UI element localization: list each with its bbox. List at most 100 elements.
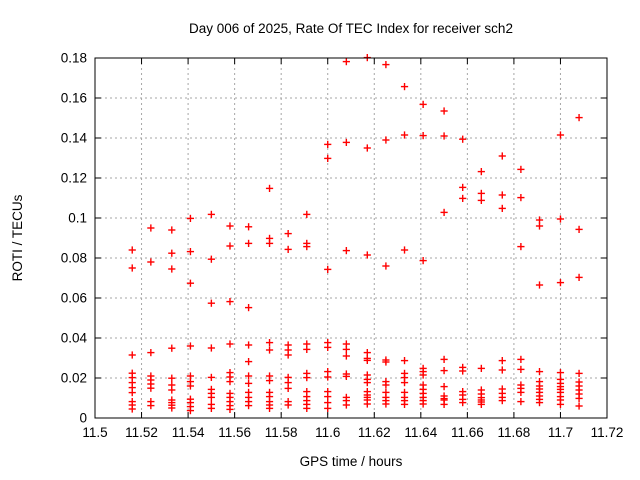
x-tick-label: 11.72 <box>591 425 624 440</box>
x-tick-label: 11.68 <box>498 425 531 440</box>
data-point <box>459 367 467 375</box>
data-point <box>245 341 253 349</box>
data-point <box>186 248 195 256</box>
data-point <box>324 373 332 381</box>
y-tick-label: 0.04 <box>61 331 88 346</box>
data-point <box>186 407 195 415</box>
x-tick-label: 11.7 <box>548 425 573 440</box>
y-tick-label: 0.12 <box>61 171 87 186</box>
data-point <box>440 400 448 408</box>
data-point <box>207 373 215 381</box>
data-point <box>207 299 215 307</box>
data-point <box>517 398 525 406</box>
data-point <box>535 281 544 289</box>
data-point <box>477 400 485 408</box>
data-point <box>535 368 544 376</box>
data-point <box>226 298 234 306</box>
data-point <box>245 304 253 312</box>
y-tick-label: 0.16 <box>61 91 87 106</box>
data-point <box>440 208 448 216</box>
x-tick-label: 11.64 <box>404 425 437 440</box>
data-point <box>498 204 506 212</box>
data-point <box>324 343 332 351</box>
data-point <box>419 132 427 140</box>
data-point <box>477 189 485 197</box>
data-point <box>168 226 176 234</box>
data-point <box>303 404 311 412</box>
data-point <box>535 399 544 407</box>
data-point <box>363 400 371 408</box>
data-point <box>556 279 565 287</box>
data-point <box>128 389 136 397</box>
data-point <box>342 372 350 380</box>
data-point <box>477 196 485 204</box>
data-point <box>498 366 506 374</box>
data-point <box>342 352 350 360</box>
data-point <box>517 355 525 363</box>
data-point <box>440 107 448 115</box>
gridlines <box>95 58 607 418</box>
data-point <box>342 401 350 409</box>
y-tick-label: 0.18 <box>61 51 87 66</box>
data-point <box>147 224 155 232</box>
data-point <box>517 365 525 373</box>
data-point <box>363 144 371 152</box>
data-point <box>517 165 525 173</box>
data-points <box>128 54 583 415</box>
data-point <box>459 194 467 202</box>
plot-border <box>94 57 608 419</box>
data-point <box>284 351 292 359</box>
data-point <box>168 374 176 382</box>
data-point <box>498 397 506 405</box>
data-point <box>168 344 176 352</box>
y-axis-label: ROTI / TECUs <box>10 194 25 281</box>
data-point <box>186 382 195 390</box>
data-point <box>324 265 332 273</box>
data-point <box>245 239 253 247</box>
data-point <box>226 378 234 386</box>
data-point <box>168 404 176 412</box>
x-tick-label: 11.6 <box>315 425 340 440</box>
data-point <box>575 273 583 281</box>
data-point <box>382 381 390 389</box>
data-point <box>575 114 583 122</box>
data-point <box>147 349 155 357</box>
data-point <box>419 257 427 265</box>
data-point <box>324 140 332 148</box>
data-point <box>459 183 467 191</box>
data-point <box>363 379 371 387</box>
data-point <box>245 402 253 410</box>
data-point <box>303 374 311 382</box>
data-point <box>265 184 274 192</box>
y-tick-label: 0 <box>79 411 87 426</box>
data-point <box>498 152 506 160</box>
data-point <box>400 357 409 365</box>
data-point <box>284 401 292 409</box>
x-tick-label: 11.56 <box>218 425 251 440</box>
data-point <box>575 394 583 402</box>
x-tick-label: 11.54 <box>172 425 205 440</box>
data-point <box>419 400 427 408</box>
data-point <box>517 243 525 251</box>
data-point <box>459 135 467 143</box>
data-point <box>535 222 544 230</box>
data-point <box>207 255 215 263</box>
data-point <box>342 247 350 255</box>
data-point <box>303 345 311 353</box>
data-point <box>168 265 176 273</box>
data-point <box>128 405 136 413</box>
data-point <box>575 402 583 410</box>
data-point <box>400 379 409 387</box>
data-point <box>382 400 390 408</box>
data-point <box>342 138 350 146</box>
data-point <box>382 61 390 69</box>
data-point <box>419 100 427 108</box>
y-tick-label: 0.14 <box>61 131 88 146</box>
data-point <box>128 264 136 272</box>
data-point <box>556 400 565 408</box>
data-point <box>265 339 274 347</box>
y-tick-label: 0.06 <box>61 291 87 306</box>
data-point <box>186 342 195 350</box>
